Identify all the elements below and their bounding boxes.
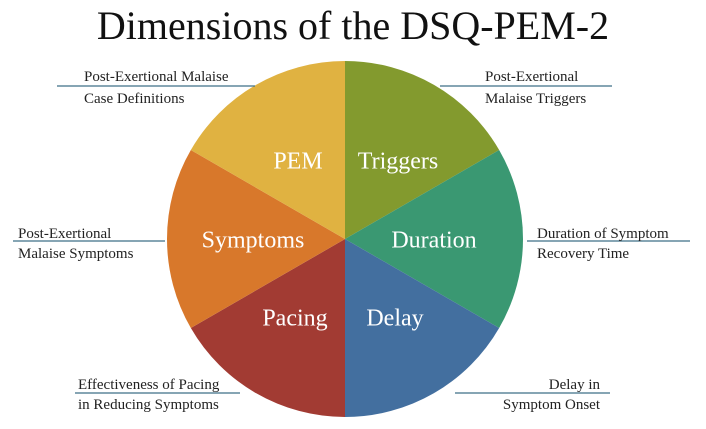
- annotation-pacing-line-2: in Reducing Symptoms: [78, 397, 219, 413]
- segment-label-pem: PEM: [273, 149, 322, 175]
- annotation-duration-line-2: Recovery Time: [537, 246, 629, 262]
- segment-label-pacing: Pacing: [262, 306, 327, 332]
- segment-label-symptoms: Symptoms: [202, 228, 305, 254]
- segment-delay: [345, 239, 500, 417]
- annotation-delay-line-1: Delay in: [549, 377, 601, 393]
- segment-symptoms: [167, 150, 345, 328]
- annotation-symptoms-line-2: Malaise Symptoms: [18, 246, 134, 262]
- annotation-pem-line-2: Case Definitions: [84, 91, 185, 107]
- annotation-pem-line-1: Post-Exertional Malaise: [84, 69, 229, 85]
- segment-duration: [345, 150, 523, 328]
- annotation-duration-line-1: Duration of Symptom: [537, 226, 669, 242]
- annotation-triggers-line-2: Malaise Triggers: [485, 91, 586, 107]
- annotation-delay-line-2: Symptom Onset: [503, 397, 601, 413]
- diagram-title: Dimensions of the DSQ-PEM-2: [96, 3, 610, 48]
- segment-pem: [190, 61, 345, 239]
- annotation-symptoms-line-1: Post-Exertional: [18, 226, 111, 242]
- segment-pacing: [190, 239, 345, 417]
- segment-label-delay: Delay: [366, 306, 423, 332]
- annotation-pacing-line-1: Effectiveness of Pacing: [78, 377, 220, 393]
- segment-triggers: [345, 61, 500, 239]
- segment-label-duration: Duration: [391, 228, 476, 254]
- annotation-triggers-line-1: Post-Exertional: [485, 69, 578, 85]
- segment-label-triggers: Triggers: [358, 149, 438, 175]
